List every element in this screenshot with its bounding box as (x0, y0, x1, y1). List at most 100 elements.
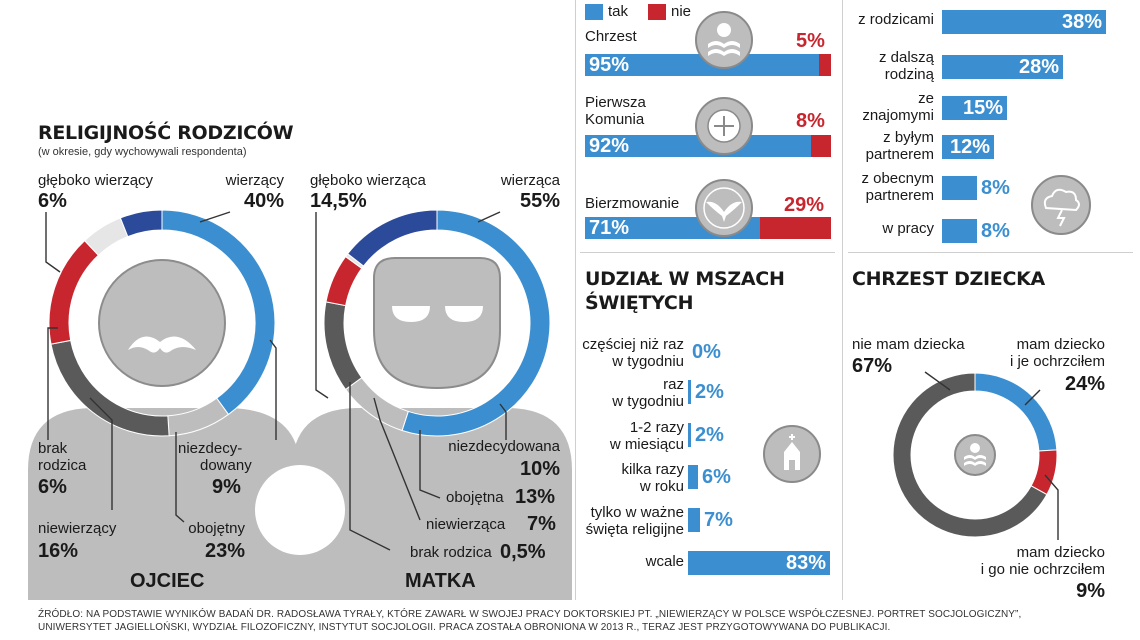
religiosity-title: RELIGIJNOŚĆ RODZICÓW (38, 122, 294, 144)
mass-label-line2: święta religijne (585, 521, 684, 538)
child-ochrzcil-value: 24% (1064, 373, 1105, 395)
separator-h1 (580, 252, 835, 253)
discussion-label-line2: partnerem (865, 187, 934, 204)
mass-label: raz (663, 376, 684, 393)
discussion-value: 15% (962, 97, 1003, 119)
legend-tak-label: tak (608, 3, 629, 20)
mother-wierzaca-value: 55% (519, 190, 560, 212)
child-nie-mam-value: 67% (852, 355, 893, 377)
separator-1 (575, 0, 576, 600)
discussion-value: 8% (981, 177, 1010, 199)
mass-label: kilka razy (621, 461, 684, 478)
leader-mother-gleboko (315, 212, 329, 399)
mother-niewierzaca-label: niewierząca (426, 516, 506, 533)
discussion-value: 12% (949, 136, 990, 158)
father-brak-value: 6% (38, 476, 67, 498)
church-icon (763, 425, 821, 483)
leader-father-niewierzacy (89, 397, 113, 510)
mass-value: 6% (702, 466, 731, 488)
mother-wierzaca-label: wierząca (500, 172, 560, 189)
mass-bar (688, 508, 700, 532)
leader-child-nie-ochrzcil (1044, 474, 1059, 540)
discussion-value: 38% (1061, 11, 1102, 33)
discussion-label: w pracy (882, 220, 934, 237)
child-baptism-icon (954, 434, 996, 476)
communion-host-icon (695, 97, 753, 155)
mass-label: 1-2 razy (629, 419, 684, 436)
father-niezdec-value: 9% (212, 476, 241, 498)
child-ochrzcil-label-1: mam dziecko (1016, 336, 1105, 353)
discussion-label: ze (918, 90, 934, 107)
bar-komunia-tak (585, 135, 811, 157)
mass-label-line2: w miesiącu (609, 436, 684, 453)
mother-obojetna-label: obojętna (446, 489, 504, 506)
mass-bar (688, 551, 830, 575)
mass-value: 0% (692, 341, 721, 363)
leader-father-brak (47, 327, 58, 440)
mass-label-line2: w tygodniu (612, 353, 684, 370)
father-niewierzacy-label: niewierzący (38, 520, 117, 537)
bar-chrzest-nie (819, 54, 831, 76)
mother-right-eye-icon (445, 306, 483, 322)
mass-value: 83% (785, 552, 826, 574)
sacrament-komunia-label-2: Komunia (585, 111, 645, 128)
discussion-bar (942, 10, 1106, 34)
sacrament-chrzest-bar: 95% (585, 54, 831, 76)
father-head (98, 259, 226, 387)
mass-bar (688, 465, 698, 489)
child-nie-ochrzcil-label-2: i go nie ochrzciłem (980, 561, 1105, 578)
sacrament-komunia-tak-value: 92% (589, 135, 630, 157)
mother-niezdec-label: niezdecydowana (448, 438, 560, 455)
mass-title-1: UDZIAŁ W MSZACH (585, 268, 785, 290)
mass-bar (688, 423, 691, 447)
dove-icon (695, 179, 753, 237)
father-gleboko-label: głęboko wierzący (38, 172, 154, 189)
child-baptism-donut (892, 372, 1058, 538)
mass-value: 7% (704, 509, 733, 531)
sacrament-komunia-bar: 92% (585, 135, 831, 157)
father-wierzacy-value: 40% (243, 190, 284, 212)
sacrament-chrzest-nie-value: 5% (796, 30, 825, 52)
leader-child-ochrzcil (1024, 389, 1041, 406)
father-donut (48, 209, 276, 437)
child-nie-ochrzcil-value: 9% (1076, 580, 1105, 602)
mass-value: 2% (695, 381, 724, 403)
mother-slice-0 (401, 209, 551, 437)
discussion-bar (942, 135, 994, 159)
father-niezdec-label-2: dowany (200, 457, 252, 474)
leader-child-nie-mam (924, 371, 951, 391)
leader-mother-niezdec (499, 403, 507, 440)
sacrament-komunia-label-1: Pierwsza (585, 94, 646, 111)
mass-label-line2: w tygodniu (612, 393, 684, 410)
separator-h2 (848, 252, 1133, 253)
discussion-label: z rodzicami (858, 11, 934, 28)
sacrament-komunia-nie-value: 8% (796, 110, 825, 132)
sacrament-bierzmowanie-tak-value: 71% (589, 217, 630, 239)
father-gleboko-value: 6% (38, 190, 67, 212)
discussion-bar (942, 55, 1063, 79)
leader-father-obojetny (175, 432, 185, 523)
child-nie-mam-label: nie mam dziecka (852, 336, 965, 353)
religiosity-subtitle: (w okresie, gdy wychowywali respondenta) (38, 146, 247, 158)
mass-value: 2% (695, 424, 724, 446)
mother-niezdec-value: 10% (519, 458, 560, 480)
discussion-bar (942, 219, 977, 243)
leader-mother-wierzaca (477, 211, 501, 223)
parents-figure (28, 209, 572, 600)
discussion-label: z byłym (883, 129, 934, 146)
footer-source-line1: ŹRÓDŁO: NA PODSTAWIE WYNIKÓW BADAŃ DR. R… (38, 609, 1022, 620)
father-brak-label-1: brak (38, 440, 68, 457)
mother-gleboko-label: głęboko wierząca (310, 172, 426, 189)
separator-2 (842, 0, 843, 600)
mother-donut (323, 209, 551, 437)
baptism-icon (695, 11, 753, 69)
father-obojetny-value: 23% (204, 540, 245, 562)
leader-father-wierzacy (199, 211, 231, 223)
leader-mother-niewierzaca (373, 397, 421, 521)
mother-caption: MATKA (405, 570, 476, 592)
legend-tak-swatch (585, 4, 603, 20)
legend-nie-swatch (648, 4, 666, 20)
discussion-bar (942, 176, 977, 200)
child-baptism-figure (892, 371, 1059, 540)
bar-chrzest-tak (585, 54, 819, 76)
